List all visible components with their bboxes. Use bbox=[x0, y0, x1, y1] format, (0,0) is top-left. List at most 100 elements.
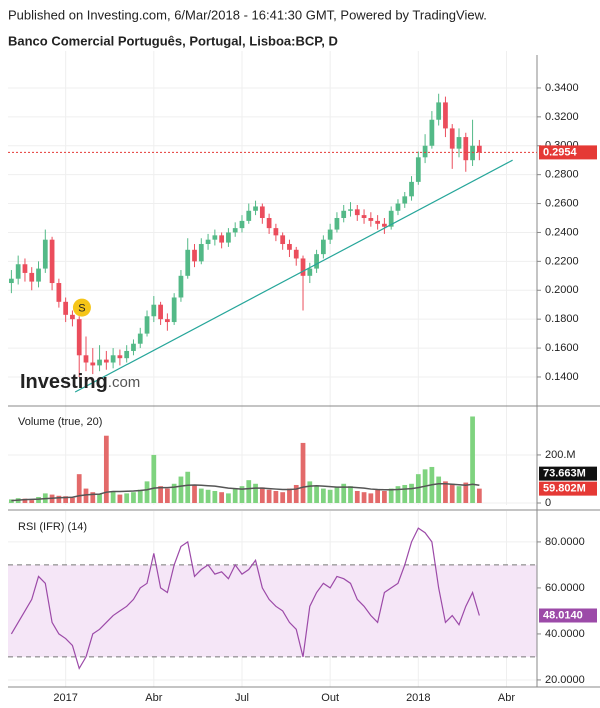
volume-bar bbox=[165, 488, 170, 503]
candle-body bbox=[124, 350, 130, 359]
volume-bar bbox=[219, 492, 225, 503]
rsi-line bbox=[10, 527, 480, 670]
candle-body bbox=[171, 297, 177, 323]
candle-body bbox=[232, 228, 238, 233]
volume-bar bbox=[198, 488, 204, 503]
candle-body bbox=[361, 215, 367, 219]
volume-bar bbox=[70, 497, 75, 503]
volume-bar bbox=[36, 496, 41, 503]
y-tick-label: 60.0000 bbox=[545, 582, 585, 594]
volume-bar bbox=[327, 489, 333, 503]
volume-bar bbox=[22, 498, 28, 503]
candle-body bbox=[463, 137, 469, 161]
volume-bar bbox=[287, 488, 292, 503]
candle-body bbox=[151, 304, 157, 317]
candle-body bbox=[165, 319, 170, 323]
volume-bar bbox=[205, 489, 211, 503]
candle-body bbox=[103, 359, 109, 363]
volume-bar bbox=[9, 499, 14, 503]
candle-body bbox=[178, 275, 184, 298]
candle-body bbox=[354, 209, 360, 216]
y-tick-label: 0.2800 bbox=[545, 169, 579, 181]
candle-body bbox=[117, 355, 123, 359]
y-tick-label: 0.2600 bbox=[545, 197, 579, 209]
candle-body bbox=[449, 128, 455, 149]
candle-body bbox=[388, 210, 394, 227]
published-line: Published on Investing.com, 6/Mar/2018 -… bbox=[8, 7, 487, 22]
volume-bar bbox=[456, 486, 462, 503]
x-tick-label: Abr bbox=[145, 692, 162, 704]
watermark: Investing.com bbox=[20, 371, 140, 393]
candle-body bbox=[395, 203, 401, 211]
y-tick-label: 0.2000 bbox=[545, 284, 579, 296]
candle-body bbox=[429, 119, 435, 146]
candle-body bbox=[246, 210, 252, 221]
volume-bar bbox=[361, 492, 367, 503]
volume-ma-line bbox=[11, 483, 480, 502]
candle-body bbox=[144, 316, 150, 334]
y-tick-label: 0.1400 bbox=[545, 371, 579, 383]
candle-body bbox=[402, 196, 408, 204]
candle-body bbox=[443, 102, 448, 129]
volume-bar bbox=[266, 489, 272, 503]
volume-bar bbox=[307, 481, 313, 503]
volume-bar bbox=[124, 493, 130, 503]
volume-bar bbox=[212, 490, 218, 503]
volume-bar bbox=[382, 490, 387, 503]
y-tick-label: 80.0000 bbox=[545, 536, 585, 548]
watermark-suffix: .com bbox=[108, 374, 141, 391]
candle-body bbox=[253, 206, 258, 211]
candle-body bbox=[320, 239, 326, 255]
candle-body bbox=[63, 301, 69, 315]
rsi-last-label: 48.0140 bbox=[543, 609, 583, 621]
candle-body bbox=[327, 229, 333, 240]
candle-body bbox=[422, 145, 428, 158]
candle-body bbox=[22, 264, 28, 273]
candle-body bbox=[137, 333, 143, 344]
candle-body bbox=[341, 210, 347, 219]
candle-body bbox=[287, 244, 292, 250]
candle-body bbox=[83, 355, 89, 363]
volume-bar bbox=[56, 495, 62, 503]
volume-bar bbox=[368, 493, 374, 503]
volume-last-label-box bbox=[539, 481, 597, 496]
volume-bar bbox=[185, 471, 191, 503]
candle-body bbox=[56, 283, 62, 302]
y-tick-label: 0.3400 bbox=[545, 82, 579, 94]
volume-bar bbox=[171, 483, 177, 503]
volume-ma-last-label-box bbox=[539, 466, 597, 481]
candle-body bbox=[15, 264, 21, 279]
last-price-label-box bbox=[539, 145, 597, 160]
rsi-last-label-box bbox=[539, 608, 597, 623]
volume-bar bbox=[117, 494, 123, 503]
volume-bar bbox=[76, 474, 82, 503]
candle-body bbox=[42, 239, 48, 269]
last-price-label: 0.2954 bbox=[543, 146, 578, 158]
volume-bar bbox=[293, 484, 299, 503]
candle-body bbox=[382, 223, 387, 227]
candle-body bbox=[307, 268, 313, 276]
volume-bar bbox=[388, 488, 394, 503]
volume-bar bbox=[280, 492, 286, 503]
volume-bar bbox=[334, 487, 340, 503]
x-tick-label: 2018 bbox=[406, 692, 430, 704]
y-tick-label: 0.2200 bbox=[545, 255, 579, 267]
candle-body bbox=[158, 304, 163, 320]
volume-bar bbox=[63, 496, 69, 503]
y-tick-label: 200.M bbox=[545, 449, 576, 461]
candle-body bbox=[131, 343, 136, 351]
volume-bar bbox=[103, 435, 109, 503]
volume-bar bbox=[314, 486, 319, 503]
volume-bar bbox=[402, 484, 408, 503]
y-tick-label: 20.0000 bbox=[545, 674, 585, 686]
candle-body bbox=[266, 218, 272, 229]
volume-bar bbox=[449, 483, 455, 503]
candle-body bbox=[49, 239, 55, 284]
candle-body bbox=[192, 249, 197, 262]
candle-body bbox=[198, 244, 204, 262]
panel-title: Volume (true, 20) bbox=[18, 416, 102, 428]
rsi-band bbox=[8, 564, 537, 657]
candle-body bbox=[90, 362, 96, 366]
x-tick-label: Abr bbox=[498, 692, 515, 704]
candle-body bbox=[70, 314, 75, 320]
